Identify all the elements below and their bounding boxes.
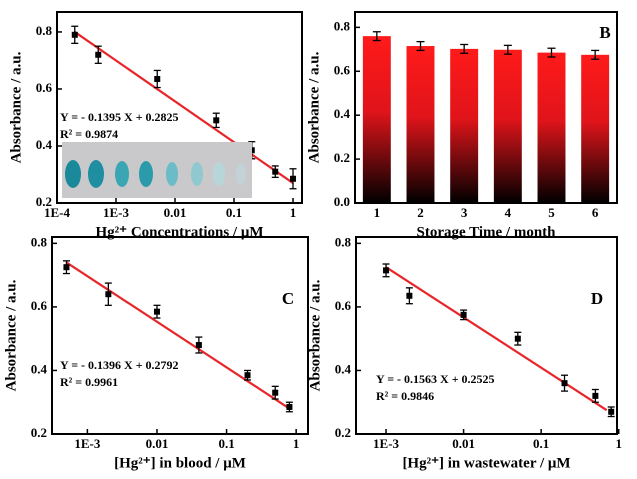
data-point [286, 403, 293, 410]
bar [406, 46, 435, 204]
data-point [608, 408, 615, 415]
x-tick-label: 1E-3 [373, 436, 400, 451]
bar [537, 52, 566, 203]
plot-frame [56, 11, 303, 204]
y-axis-label: Absorbance / a.u. [306, 51, 322, 163]
x-tick-label: 1 [615, 436, 622, 451]
x-axis-label: Hg²⁺ Concentrations / μM [96, 224, 264, 240]
fit-line [385, 266, 608, 412]
y-tick-label: 0.8 [334, 18, 351, 33]
bar [581, 54, 610, 203]
x-tick-label: 0.01 [146, 436, 169, 451]
x-axis-label: [Hg²⁺] in wastewater / μM [402, 455, 570, 471]
y-tick-label: 0.8 [31, 234, 48, 249]
y-tick-label: 0.4 [31, 361, 48, 376]
y-tick-label: 0.6 [334, 62, 351, 77]
annotation: Y = - 0.1395 X + 0.2825 [60, 110, 179, 124]
data-point [105, 291, 112, 298]
x-tick-label: 5 [548, 205, 555, 220]
x-tick-label: 6 [592, 205, 599, 220]
y-tick-label: 0.2 [334, 150, 350, 165]
annotation: Y = - 0.1396 X + 0.2792 [60, 358, 179, 372]
data-point [561, 380, 568, 387]
x-tick-label: 0.01 [164, 205, 187, 220]
data-point [95, 51, 102, 58]
data-point [272, 168, 279, 175]
annotation: R² = 0.9961 [60, 375, 118, 389]
x-tick-label: 3 [461, 205, 468, 220]
data-point [195, 342, 202, 349]
y-tick-label: 0.0 [334, 194, 350, 209]
fit-line [65, 261, 291, 410]
annotation: R² = 0.9874 [60, 127, 118, 141]
x-tick-label: 0.1 [218, 436, 234, 451]
y-tick-label: 0.6 [335, 298, 352, 313]
y-axis-label: Absorbance / a.u. [3, 279, 19, 391]
x-tick-label: 1E-3 [103, 205, 130, 220]
bar [362, 36, 391, 203]
x-tick-label: 4 [505, 205, 512, 220]
x-tick-label: 1E-3 [74, 436, 101, 451]
y-tick-label: 0.4 [36, 137, 53, 152]
y-tick-label: 0.4 [334, 106, 351, 121]
y-tick-label: 0.6 [36, 80, 53, 95]
y-axis-label: Absorbance / a.u. [307, 279, 323, 391]
y-tick-label: 0.4 [335, 361, 352, 376]
annotation: R² = 0.9846 [376, 389, 434, 403]
x-tick-label: 1E-4 [44, 205, 71, 220]
data-point [290, 175, 297, 182]
data-point [154, 75, 161, 82]
panel-label: D [591, 289, 603, 308]
y-axis-label: Absorbance / a.u. [8, 51, 24, 163]
data-point [514, 335, 521, 342]
data-point [592, 392, 599, 399]
y-tick-label: 0.2 [335, 425, 351, 440]
x-tick-label: 1 [293, 436, 300, 451]
y-tick-label: 0.2 [36, 194, 52, 209]
y-tick-label: 0.8 [36, 23, 53, 38]
bar [493, 49, 522, 203]
plot-frame [354, 11, 618, 204]
panel-label: B [599, 23, 610, 42]
fit-line [74, 31, 294, 184]
data-point [383, 267, 390, 274]
y-tick-label: 0.2 [31, 425, 47, 440]
x-tick-label: 1 [374, 205, 381, 220]
x-tick-label: 2 [417, 205, 424, 220]
x-tick-label: 0.1 [226, 205, 242, 220]
data-point [213, 117, 220, 124]
annotation: Y = - 0.1563 X + 0.2525 [376, 372, 495, 386]
inset-photo [62, 142, 252, 198]
data-point [460, 311, 467, 318]
data-point [63, 264, 70, 271]
x-tick-label: 0.01 [452, 436, 475, 451]
data-point [272, 389, 279, 396]
y-tick-label: 0.8 [335, 234, 352, 249]
x-axis-label: Storage Time / month [416, 224, 556, 240]
y-tick-label: 0.6 [31, 298, 48, 313]
data-point [71, 31, 78, 38]
data-point [406, 292, 413, 299]
x-axis-label: [Hg²⁺] in blood / μM [114, 455, 246, 471]
bar [450, 48, 479, 204]
x-tick-label: 0.1 [533, 436, 549, 451]
plot-frame [51, 236, 309, 435]
data-point [244, 372, 251, 379]
panel-label: C [282, 289, 294, 308]
data-point [153, 308, 160, 315]
plot-frame [355, 236, 618, 435]
x-tick-label: 1 [290, 205, 297, 220]
